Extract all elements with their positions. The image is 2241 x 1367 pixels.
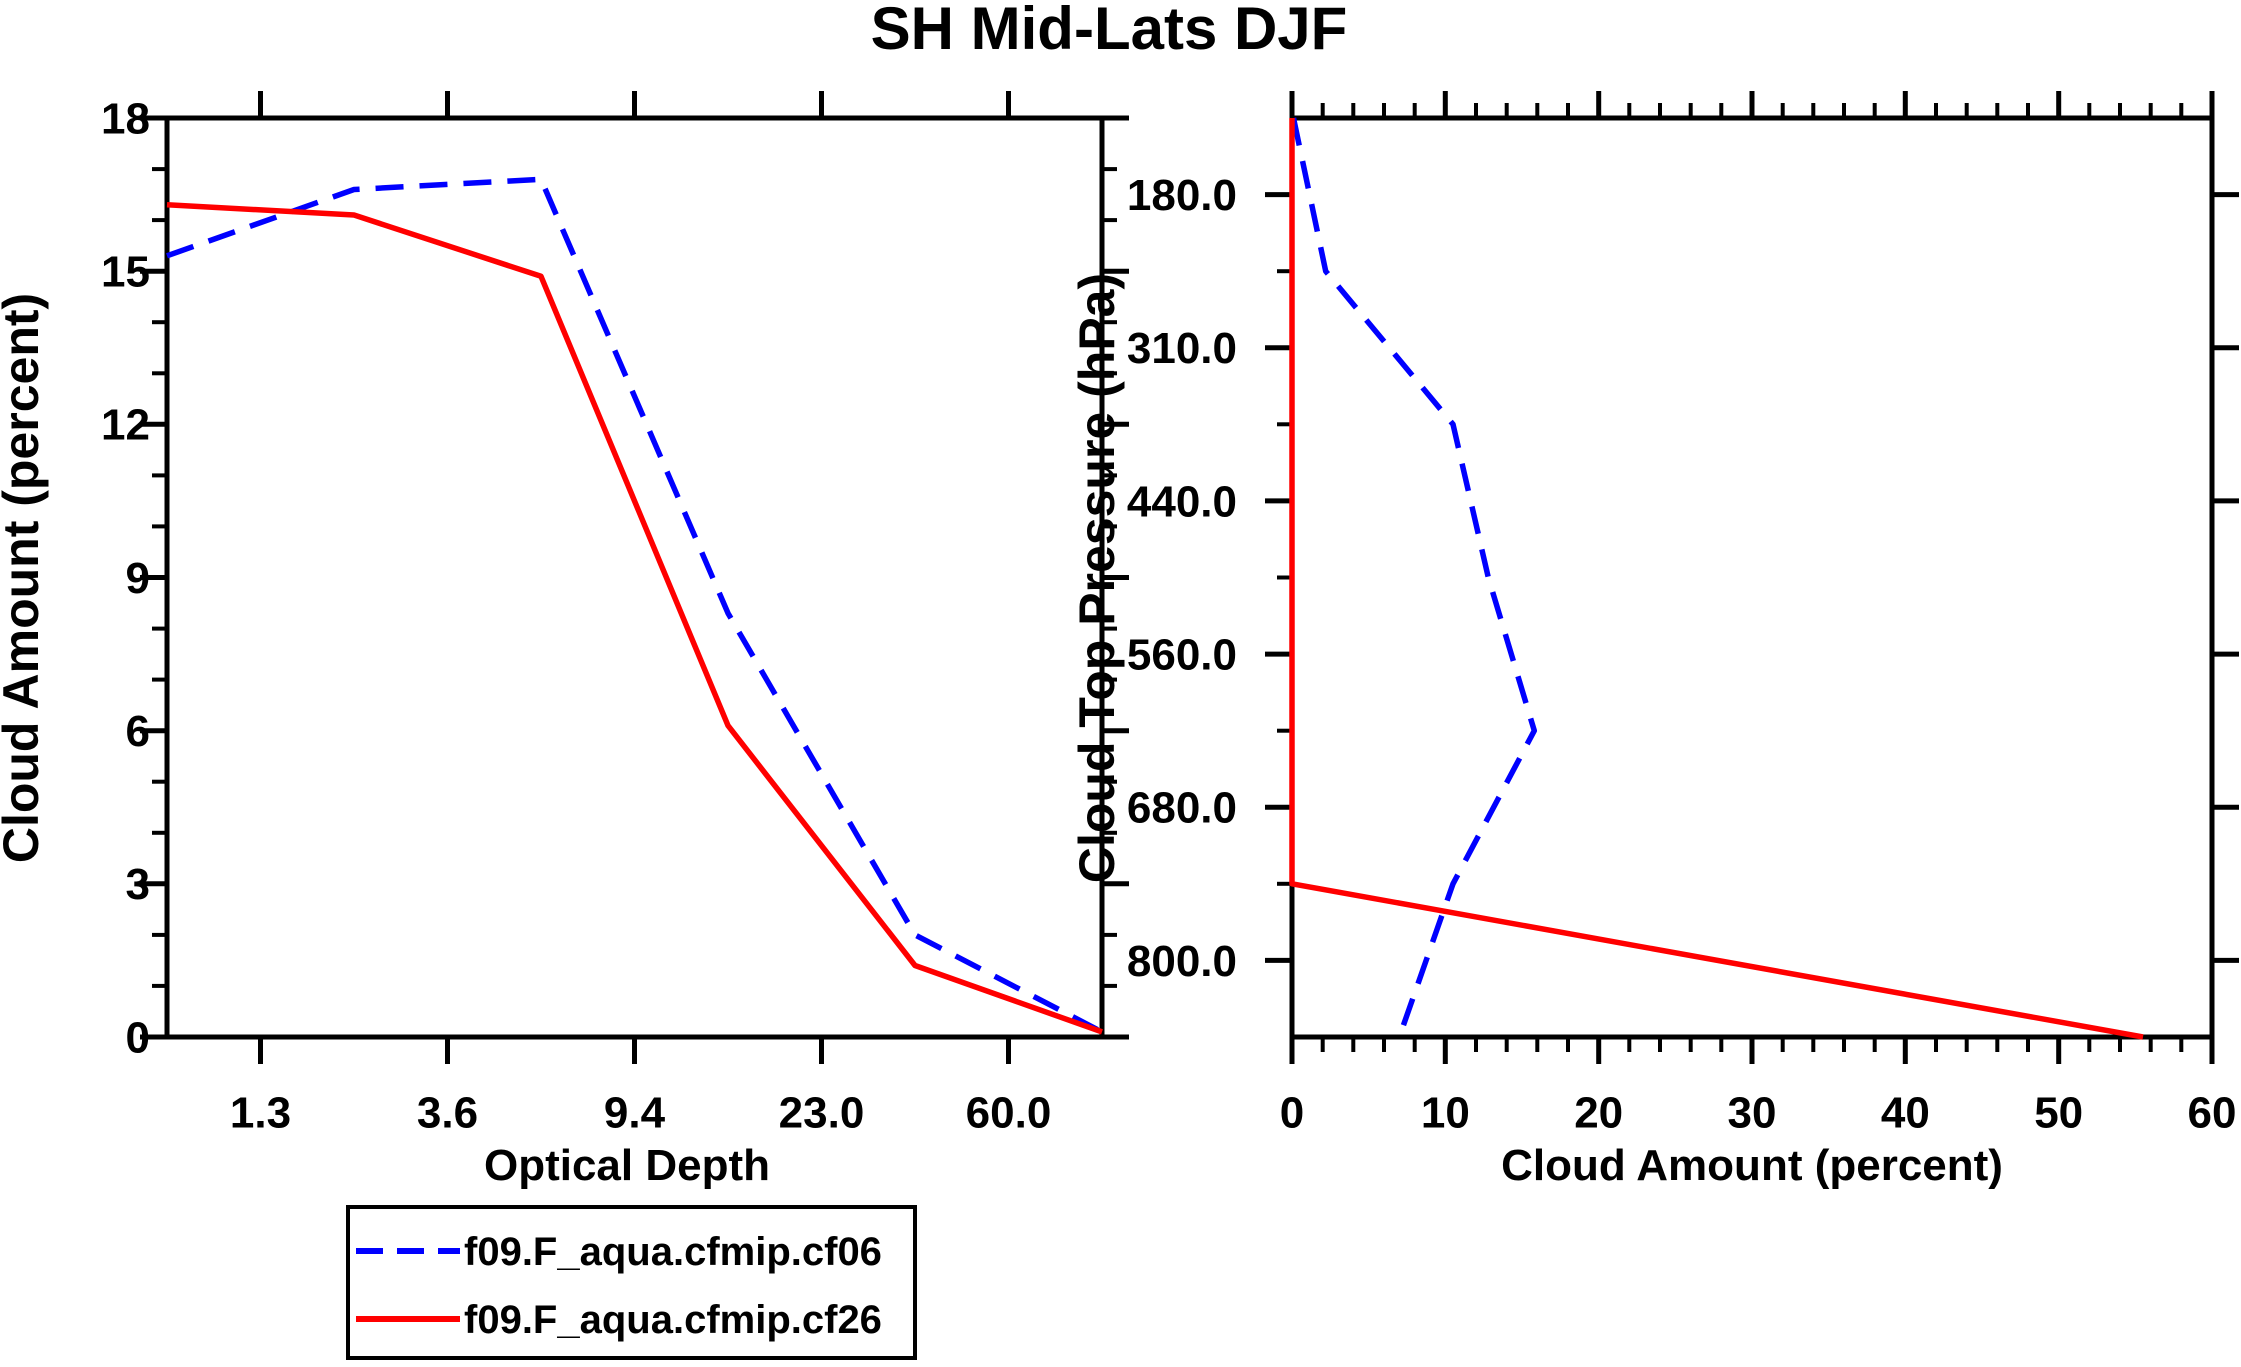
tick-label: 10 [1421, 1088, 1470, 1137]
tick-label: 15 [101, 248, 150, 297]
left-y-axis-title: Cloud Amount (percent) [0, 293, 49, 863]
left-x-axis-title: Optical Depth [484, 1141, 770, 1190]
tick-label: 180.0 [1127, 171, 1237, 220]
tick-label: 40 [1881, 1088, 1930, 1137]
left-plot-border [164, 115, 1105, 1040]
tick-label: 30 [1728, 1088, 1777, 1137]
cf26-line-right-panel [1289, 118, 2144, 1040]
tick-label: 800.0 [1127, 937, 1237, 986]
legend-box [346, 1205, 917, 1360]
tick-label: 9 [126, 554, 150, 603]
tick-label: 12 [101, 401, 150, 450]
legend: f09.F_aqua.cfmip.cf06 f09.F_aqua.cfmip.c… [346, 1205, 917, 1360]
cf26-line-left-panel [166, 202, 1103, 1035]
tick-label: 60 [2188, 1088, 2237, 1137]
tick-label: 3 [126, 860, 150, 909]
tick-label: 0 [1280, 1088, 1304, 1137]
cloud-top-pressure-panel: 180.0 310.0 440.0 560.0 680.0 800.0 0 10 20 30 40 5… [1127, 91, 2239, 1137]
tick-label: 310.0 [1127, 324, 1237, 373]
tick-label: 20 [1574, 1088, 1623, 1137]
legend-label-cf26: f09.F_aqua.cfmip.cf26 [464, 1298, 882, 1342]
cf06-line-right-panel [1290, 117, 1538, 1038]
tick-label: 9.4 [604, 1088, 666, 1137]
right-x-axis-title: Cloud Amount (percent) [1501, 1141, 2003, 1190]
tick-label: 6 [126, 707, 150, 756]
tick-label: 1.3 [230, 1088, 291, 1137]
tick-label: 23.0 [779, 1088, 865, 1137]
page-title: SH Mid-Lats DJF [871, 0, 1348, 62]
tick-label: 560.0 [1127, 630, 1237, 679]
tick-label: 18 [101, 94, 150, 143]
optical-depth-panel: 18 15 12 9 6 3 0 1.3 3.6 9.4 23.0 60.0 [101, 91, 1129, 1137]
tick-label: 0 [126, 1013, 150, 1062]
tick-label: 60.0 [966, 1088, 1052, 1137]
tick-label: 440.0 [1127, 477, 1237, 526]
tick-label: 50 [2034, 1088, 2083, 1137]
tick-label: 680.0 [1127, 784, 1237, 833]
tick-label: 3.6 [417, 1088, 478, 1137]
right-y-axis-title: Cloud Top Pressure (hPa) [1069, 273, 1125, 883]
legend-label-cf06: f09.F_aqua.cfmip.cf06 [464, 1230, 882, 1274]
cf06-line-left-panel [166, 176, 1104, 1035]
right-plot-border [1289, 115, 2215, 1040]
